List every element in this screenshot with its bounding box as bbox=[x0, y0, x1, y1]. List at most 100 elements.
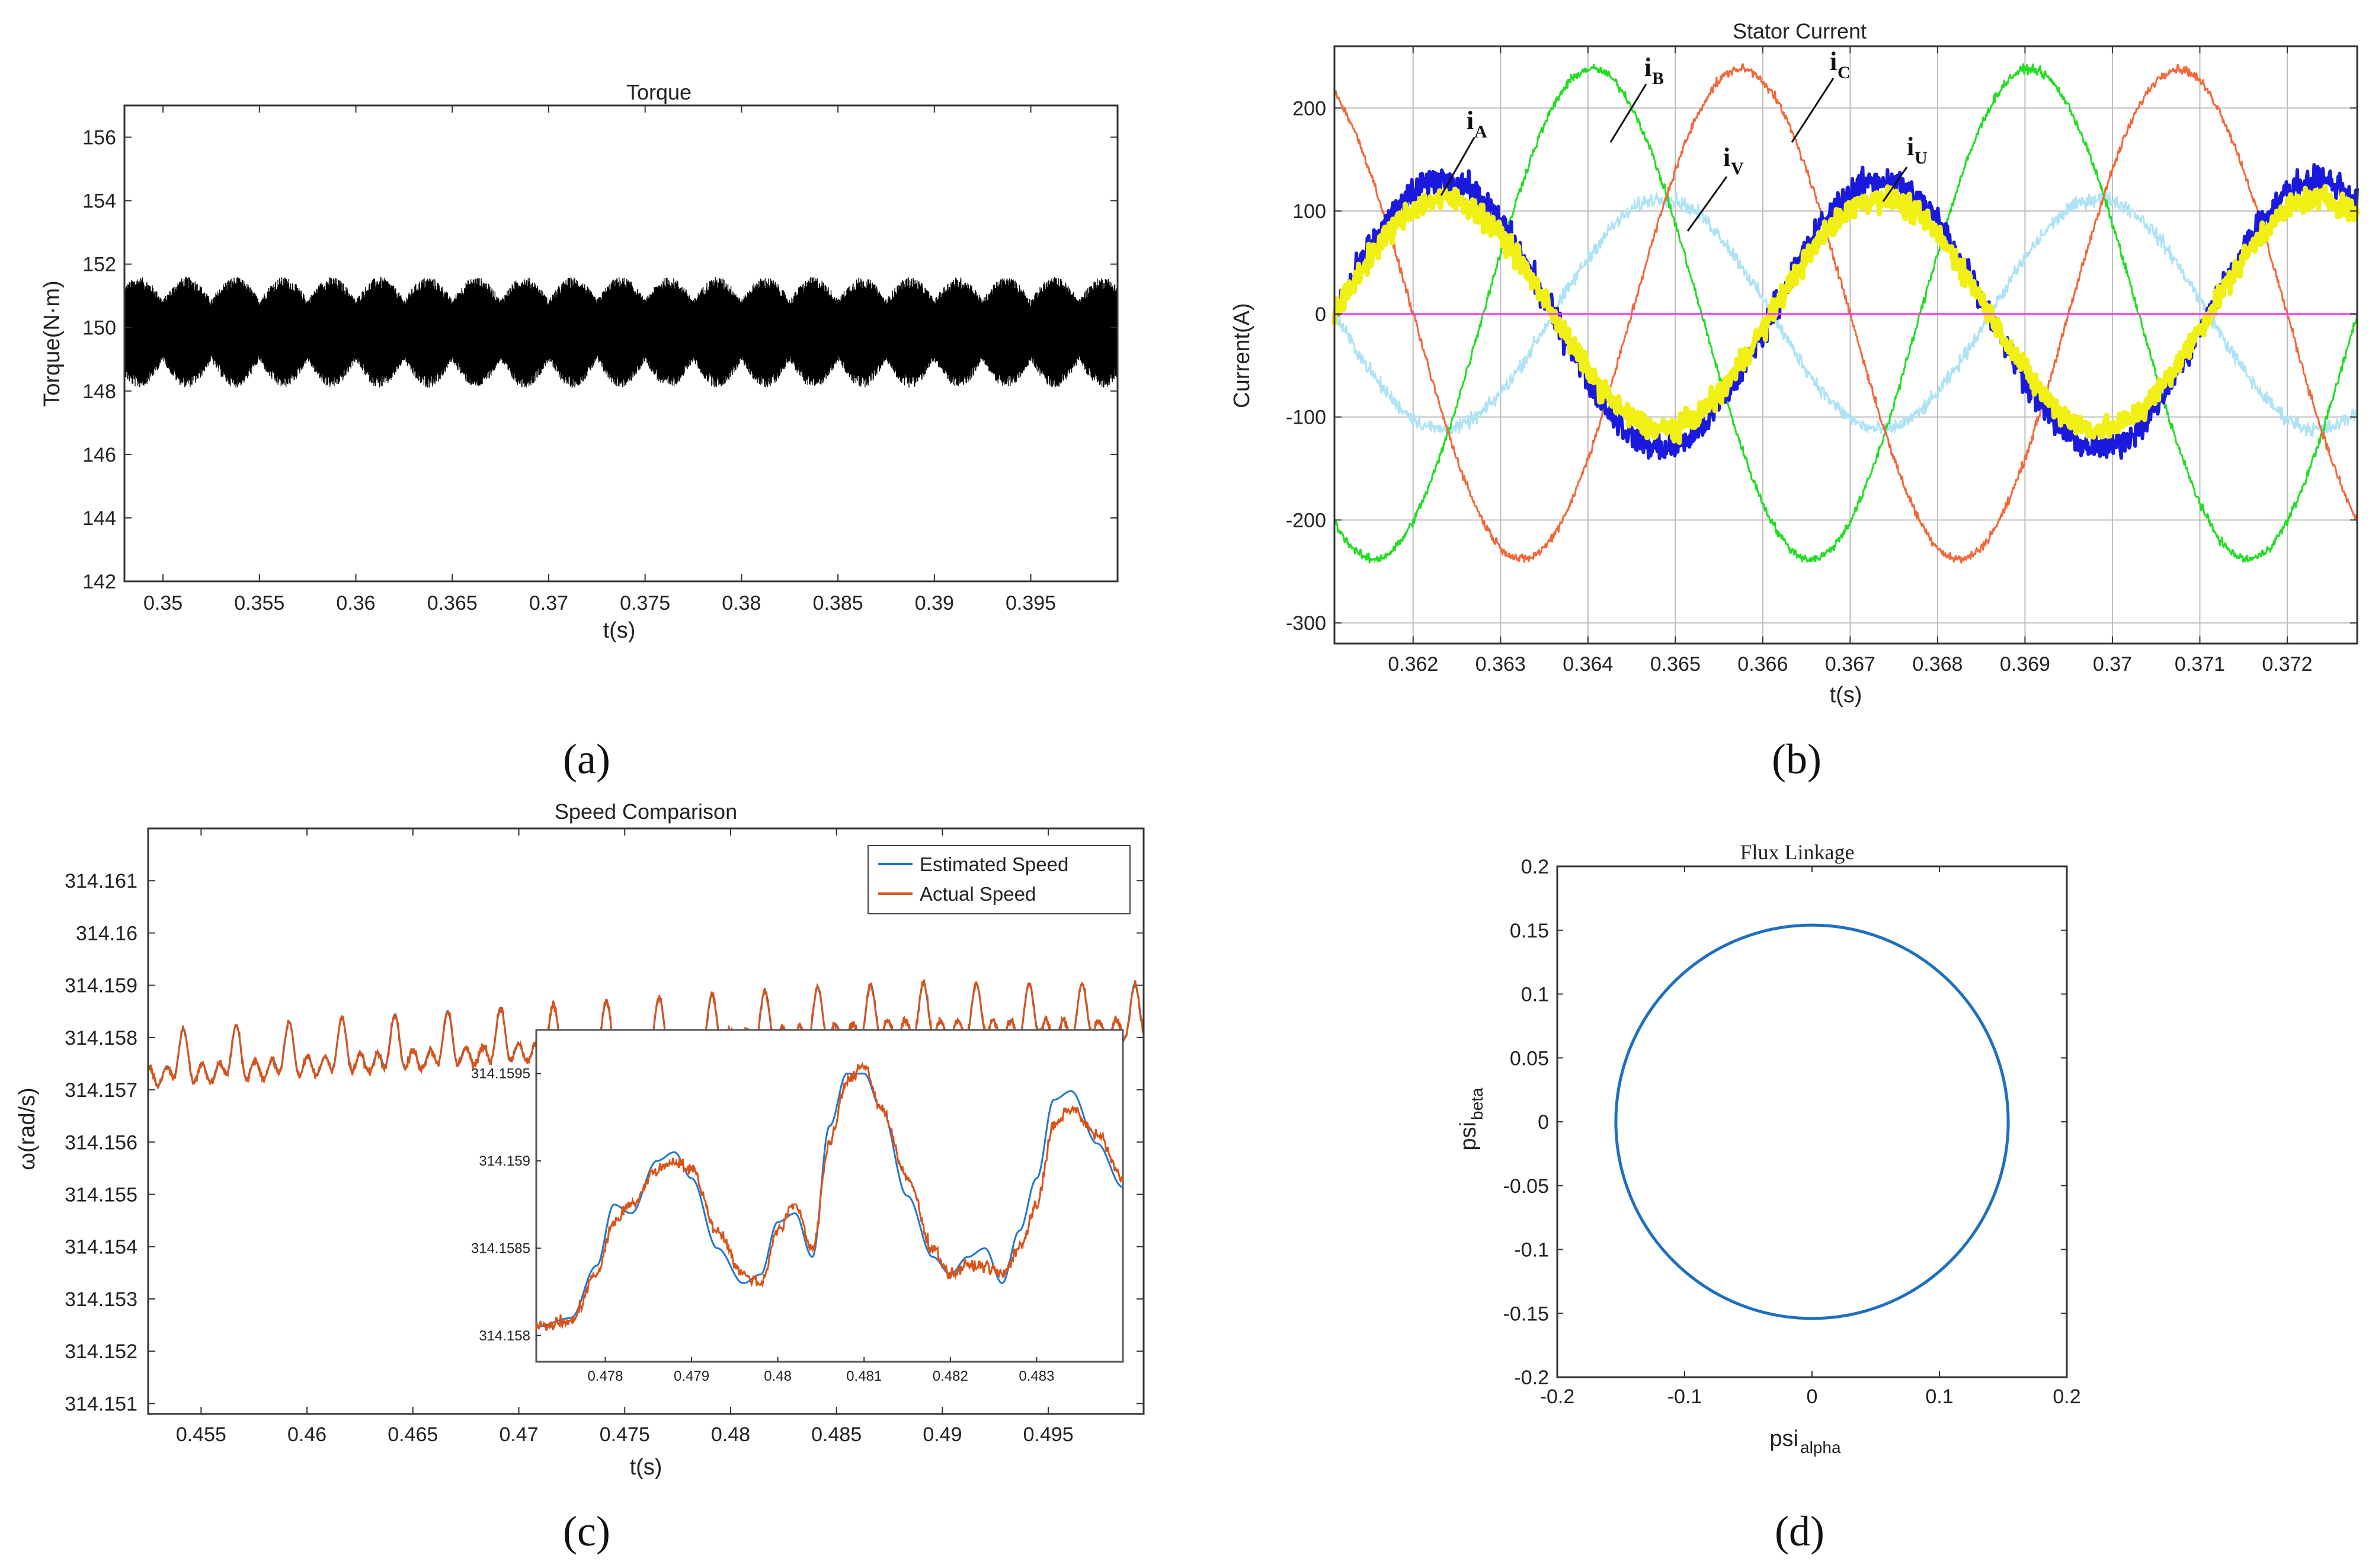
y-tick-label: 314.154 bbox=[65, 1236, 137, 1259]
x-tick-label: 0.385 bbox=[813, 592, 863, 615]
x-tick-label: 0.372 bbox=[2262, 653, 2312, 676]
speed-title: Speed Comparison bbox=[555, 799, 737, 824]
current-xlabel: t(s) bbox=[1830, 683, 1862, 708]
annotation-label: i bbox=[1467, 106, 1474, 135]
x-tick-label: 0.47 bbox=[499, 1423, 538, 1446]
torque-title: Torque bbox=[626, 80, 692, 104]
current-series bbox=[1331, 63, 2360, 564]
flux-series bbox=[1614, 923, 2010, 1320]
annotation-sub: C bbox=[1838, 63, 1851, 82]
x-tick-label: 0.371 bbox=[2175, 653, 2225, 676]
legend-label-estimated: Estimated Speed bbox=[920, 853, 1068, 875]
current-title: Stator Current bbox=[1733, 19, 1867, 43]
current-annotations: i Ai Bi Ci Vi U bbox=[1440, 47, 1928, 232]
panel-label-b: (b) bbox=[1772, 735, 1822, 783]
inset-y-tick-label: 314.1585 bbox=[471, 1240, 530, 1256]
torque-series bbox=[124, 277, 1118, 388]
inset-x-tick-label: 0.482 bbox=[933, 1368, 968, 1384]
x-tick-label: 0.465 bbox=[388, 1423, 438, 1446]
y-tick-label: 200 bbox=[1292, 97, 1326, 120]
x-tick-label: 0.49 bbox=[923, 1423, 962, 1446]
x-tick-label: 0.475 bbox=[600, 1423, 650, 1446]
x-tick-label: 0.35 bbox=[143, 592, 183, 615]
current-iu-line bbox=[1331, 184, 2360, 445]
speed-legend: Estimated Speed Actual Speed bbox=[868, 845, 1131, 914]
y-tick-label: 314.161 bbox=[65, 870, 137, 892]
y-tick-label: 314.152 bbox=[65, 1340, 137, 1363]
x-tick-label: 0.375 bbox=[620, 592, 670, 615]
inset-actual-line bbox=[535, 1061, 1124, 1331]
y-tick-label: 314.153 bbox=[65, 1288, 137, 1311]
x-tick-label: 0.355 bbox=[234, 592, 284, 615]
inset-x-tick-label: 0.48 bbox=[764, 1368, 792, 1384]
flux-title: Flux Linkage bbox=[1740, 840, 1855, 864]
annotation-sub: U bbox=[1915, 148, 1928, 168]
y-tick-label: 144 bbox=[82, 507, 116, 530]
current-ic-line bbox=[1333, 63, 2358, 564]
y-tick-label: 146 bbox=[82, 444, 116, 466]
y-tick-label: 0.15 bbox=[1510, 920, 1549, 942]
y-tick-label: 0.2 bbox=[1521, 856, 1549, 878]
y-tick-label: -200 bbox=[1286, 509, 1326, 532]
annotation-label: i bbox=[1830, 47, 1837, 76]
current-iv-line bbox=[1333, 191, 2358, 438]
panel-a-torque-chart: Torque 0.35 0.355 0.36 0.365 0.37 0.375 0.38 0.… bbox=[40, 80, 1119, 783]
speed-plot-frame bbox=[147, 827, 1145, 1415]
torque-plot-frame bbox=[123, 104, 1119, 583]
x-tick-label: 0.395 bbox=[1006, 592, 1056, 615]
annotation-leader bbox=[1882, 167, 1908, 202]
x-tick-label: 0.368 bbox=[1912, 653, 1963, 676]
x-tick-label: 0.495 bbox=[1023, 1423, 1074, 1446]
x-tick-label: 0.485 bbox=[811, 1423, 862, 1446]
x-tick-label: 0.363 bbox=[1475, 653, 1526, 676]
inset-y-tick-label: 314.1595 bbox=[471, 1066, 530, 1082]
x-tick-label: 0.362 bbox=[1388, 653, 1438, 676]
torque-line bbox=[124, 277, 1118, 388]
legend-label-actual: Actual Speed bbox=[920, 883, 1036, 905]
y-tick-label: -300 bbox=[1286, 612, 1326, 635]
y-tick-label: 314.16 bbox=[76, 922, 137, 945]
annotation-label: i bbox=[1723, 143, 1730, 172]
x-tick-label: 0.365 bbox=[427, 592, 478, 615]
inset-x-tick-label: 0.479 bbox=[674, 1368, 709, 1384]
y-tick-label: 314.156 bbox=[65, 1131, 137, 1154]
y-tick-label: 0 bbox=[1315, 303, 1326, 326]
current-plot-frame bbox=[1333, 45, 2358, 645]
x-tick-label: 0.366 bbox=[1737, 653, 1788, 676]
panel-c-speed-chart: Speed Comparison 0.455 0.46 0.465 0.47 0.475… bbox=[15, 799, 1145, 1555]
torque-ylabel: Torque(N·m) bbox=[40, 280, 65, 407]
y-tick-label: -0.1 bbox=[1514, 1239, 1549, 1262]
y-tick-label: 314.157 bbox=[65, 1079, 137, 1102]
annotation-sub: V bbox=[1731, 159, 1744, 178]
panel-d-flux-chart: Flux Linkage -0.2 -0.1 0 0.1 0.2 -0.2 -0.15 -0… bbox=[1456, 840, 2081, 1555]
current-ylabel: Current(A) bbox=[1230, 303, 1254, 408]
panel-b-stator-current-chart: Stator Current 0.362 0.363 0.364 0.365 0.366… bbox=[1230, 19, 2360, 783]
annotation-label: i bbox=[1644, 53, 1651, 82]
y-tick-label: 148 bbox=[82, 380, 116, 403]
x-tick-label: 0.455 bbox=[176, 1423, 226, 1446]
x-tick-label: 0.38 bbox=[722, 592, 761, 615]
x-tick-label: 0.2 bbox=[2053, 1385, 2080, 1408]
y-tick-label: 0 bbox=[1538, 1111, 1549, 1134]
inset-x-tick-label: 0.483 bbox=[1019, 1368, 1054, 1384]
flux-ylabel: psi bbox=[1456, 1122, 1481, 1151]
x-tick-label: 0.37 bbox=[2093, 653, 2132, 676]
inset-y-tick-label: 314.158 bbox=[479, 1328, 530, 1344]
y-tick-label: 314.155 bbox=[65, 1184, 137, 1207]
panel-label-d: (d) bbox=[1775, 1508, 1824, 1555]
flux-ylabel-sub: beta bbox=[1468, 1087, 1486, 1120]
y-tick-label: -0.05 bbox=[1503, 1175, 1550, 1198]
x-tick-label: 0.365 bbox=[1650, 653, 1701, 676]
y-tick-label: -0.15 bbox=[1503, 1303, 1550, 1325]
annotation-sub: B bbox=[1652, 69, 1664, 88]
x-tick-label: 0.39 bbox=[915, 592, 954, 615]
y-tick-label: 0.05 bbox=[1510, 1047, 1549, 1070]
current-plot-bg bbox=[1334, 46, 2357, 644]
y-tick-label: 152 bbox=[82, 254, 116, 276]
x-tick-label: 0.37 bbox=[529, 592, 568, 615]
inset-estimated-line bbox=[536, 1073, 1123, 1328]
x-tick-label: 0.36 bbox=[336, 592, 375, 615]
annotation-leader bbox=[1686, 176, 1728, 232]
speed-xlabel: t(s) bbox=[630, 1455, 662, 1480]
